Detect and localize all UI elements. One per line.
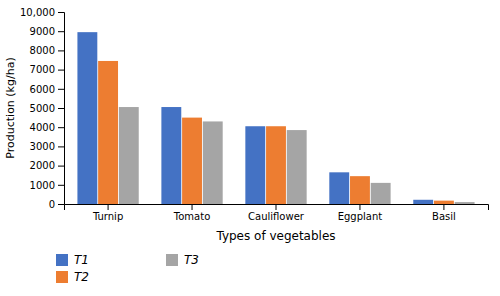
x-tick-mark [108,204,109,210]
x-tick-mark [192,204,193,210]
y-tick-label: 3000 [30,141,55,152]
legend-swatch [56,271,68,283]
bar [119,107,139,204]
y-tick-mark [58,89,64,90]
series [77,32,433,204]
bar [203,121,223,204]
y-tick-mark [58,204,64,205]
x-tick-mark [276,204,277,210]
y-axis: 0 1000 2000 3000 4000 5000 6000 7000 8000 9000 10,… [20,7,65,210]
y-tick-mark [58,166,64,167]
y-tick-mark [58,12,64,13]
bar [350,176,370,204]
bar [161,107,181,204]
x-tick-mark [359,204,360,210]
legend-item: T3 [166,253,199,267]
bar [77,32,97,204]
y-tick: 9000 [30,26,64,37]
bar [266,126,286,204]
bar [371,183,391,204]
plot: 0 1000 2000 3000 4000 5000 6000 7000 8000 9000 10,… [4,7,489,243]
y-tick-mark [58,127,64,128]
y-tick: 10,000 [20,7,64,18]
series [98,61,454,204]
series [119,107,475,204]
y-tick-label: 4000 [30,122,55,133]
x-tick: Cauliflower [248,204,305,222]
x-tick-label: Eggplant [338,211,383,222]
y-axis-line [58,13,65,205]
legend-label: T3 [184,253,199,267]
x-tick: Tomato [173,204,210,222]
y-tick-label: 6000 [30,84,55,95]
y-tick: 7000 [30,64,64,75]
y-tick-mark [58,185,64,186]
x-tick: Basil [432,204,456,222]
y-tick-mark [58,31,64,32]
y-tick-label: 0 [49,199,55,210]
y-tick: 1000 [30,180,64,191]
bar [455,202,475,204]
x-axis-title: Types of vegetables [215,229,335,243]
bar [245,126,265,204]
y-tick: 2000 [30,160,64,171]
bar [413,200,433,204]
x-tick-label: Cauliflower [248,211,305,222]
bars [77,32,474,204]
legend-label: T2 [74,270,89,284]
y-tick-mark [58,108,64,109]
y-tick: 6000 [30,84,64,95]
bar [98,61,118,204]
x-tick-label: Basil [432,211,456,222]
y-tick-label: 8000 [30,45,55,56]
x-axis: Turnip Tomato Cauliflower Eggplant Basil [65,204,489,222]
x-tick-mark [443,204,444,210]
y-tick-mark [58,146,64,147]
y-axis-title: Production (kg/ha) [4,57,17,158]
y-tick-label: 9000 [30,26,55,37]
y-tick-label: 1000 [30,180,55,191]
y-tick: 0 [49,199,64,210]
y-tick-label: 2000 [30,160,55,171]
legend: T1 T2 T3 [56,253,199,284]
x-tick: Eggplant [338,204,383,222]
y-tick-label: 10,000 [20,7,55,18]
legend-swatch [166,254,178,266]
legend-swatch [56,254,68,266]
x-tick-label: Turnip [92,211,123,222]
x-tick: Turnip [92,204,123,222]
y-tick-mark [58,50,64,51]
bar [182,118,202,204]
legend-label: T1 [74,253,89,267]
legend-item: T2 [56,270,89,284]
y-tick: 4000 [30,122,64,133]
bar [434,201,454,204]
bar [287,130,307,204]
x-tick-label: Tomato [173,211,210,222]
bar [329,172,349,204]
y-tick-label: 5000 [30,103,55,114]
y-tick-mark [58,70,64,71]
x-axis-line [65,205,489,211]
y-tick: 5000 [30,103,64,114]
y-tick-label: 7000 [30,64,55,75]
y-tick: 3000 [30,141,64,152]
legend-item: T1 [56,253,89,267]
chart: 0 1000 2000 3000 4000 5000 6000 7000 8000 9000 10,… [0,0,500,296]
y-tick: 8000 [30,45,64,56]
